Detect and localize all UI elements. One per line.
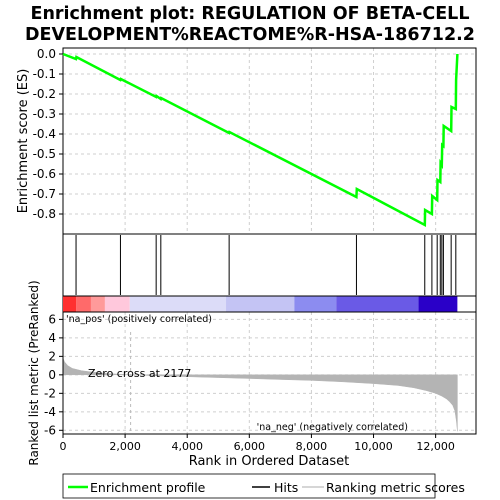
enrichment-profile xyxy=(62,52,459,228)
legend-box xyxy=(62,473,436,499)
es-y-tick-label: -0.4 xyxy=(33,127,56,141)
color-band-segment xyxy=(336,296,419,312)
metric-y-tick-label: 2 xyxy=(48,349,56,363)
es-panel: 0.0 -0.1 -0.2 -0.3 -0.4 -0.5 -0.6 -0.7 -0.8 Enri… xyxy=(16,47,477,235)
x-axis-ticks: 0 2,000 4,000 6,000 8,000 10,000 12,000 xyxy=(60,434,455,453)
es-y-tick-label: -0.5 xyxy=(33,147,56,161)
pos-correlated-label: 'na_pos' (positively correlated) xyxy=(66,314,212,325)
x-tick-label: 4,000 xyxy=(171,440,203,453)
es-series-line xyxy=(62,52,459,228)
es-y-tick-label: -0.7 xyxy=(33,187,56,201)
legend-item-hits: Hits xyxy=(274,480,298,495)
metric-y-tick-label: -6 xyxy=(44,423,56,437)
metric-y-tick-label: -4 xyxy=(44,405,56,419)
metric-y-tick-label: 0 xyxy=(48,368,56,382)
es-y-axis-label: Enrichment score (ES) xyxy=(16,69,31,214)
color-band-segment xyxy=(90,296,105,312)
es-y-tick-label: -0.1 xyxy=(33,67,56,81)
hits-frame xyxy=(62,233,477,297)
neg-correlated-label: 'na_neg' (negatively correlated) xyxy=(257,422,408,433)
hits-panel xyxy=(62,233,477,297)
metric-y-axis-label: Ranked list metric (PreRanked) xyxy=(27,280,41,465)
metric-panel: 6 4 2 0 -2 -4 -6 Zero cross at 2177 'na_pos' (… xyxy=(27,280,477,466)
color-band-segment xyxy=(104,296,130,312)
metric-y-tick-label: 6 xyxy=(48,312,56,326)
legend: Enrichment profile Hits Ranking metric s… xyxy=(62,473,465,499)
metric-y-tick-label: 4 xyxy=(48,331,56,345)
x-tick-label: 6,000 xyxy=(234,440,266,453)
color-band-segment xyxy=(294,296,337,312)
color-band-segment xyxy=(76,296,91,312)
x-tick-label: 12,000 xyxy=(416,440,455,453)
legend-item-profile: Enrichment profile xyxy=(90,480,206,495)
metric-y-tick-label: -2 xyxy=(44,386,56,400)
chart-title-line1: Enrichment plot: REGULATION OF BETA-CELL xyxy=(30,4,469,24)
color-band-panel xyxy=(62,295,477,313)
es-y-tick-label: -0.8 xyxy=(33,207,56,221)
x-tick-label: 0 xyxy=(60,440,67,453)
es-y-tick-label: -0.2 xyxy=(33,87,56,101)
x-tick-label: 8,000 xyxy=(296,440,328,453)
color-band-segment xyxy=(129,296,227,312)
es-y-tick-label: -0.6 xyxy=(33,167,56,181)
metric-y-ticks: 6 4 2 0 -2 -4 -6 xyxy=(44,312,63,437)
zero-cross-label: Zero cross at 2177 xyxy=(88,367,191,380)
color-band xyxy=(63,296,458,312)
legend-item-metric: Ranking metric scores xyxy=(326,480,465,495)
metric-area-path xyxy=(62,358,458,432)
x-axis-label: Rank in Ordered Dataset xyxy=(189,454,350,469)
chart-title-line2: DEVELOPMENT%REACTOME%R-HSA-186712.2 xyxy=(25,25,475,45)
es-y-ticks: 0.0 -0.1 -0.2 -0.3 -0.4 -0.5 -0.6 -0.7 -0.8 xyxy=(33,47,63,221)
color-band-segment xyxy=(226,296,295,312)
es-y-tick-label: -0.3 xyxy=(33,107,56,121)
x-tick-label: 10,000 xyxy=(354,440,393,453)
hit-lines xyxy=(75,235,457,295)
color-band-segment xyxy=(63,296,77,312)
es-grid xyxy=(62,48,476,234)
metric-frame xyxy=(62,311,477,435)
color-band-segment xyxy=(418,296,458,312)
x-tick-label: 2,000 xyxy=(109,440,141,453)
es-y-tick-label: 0.0 xyxy=(37,47,56,61)
ranking-metric-area xyxy=(62,358,458,432)
